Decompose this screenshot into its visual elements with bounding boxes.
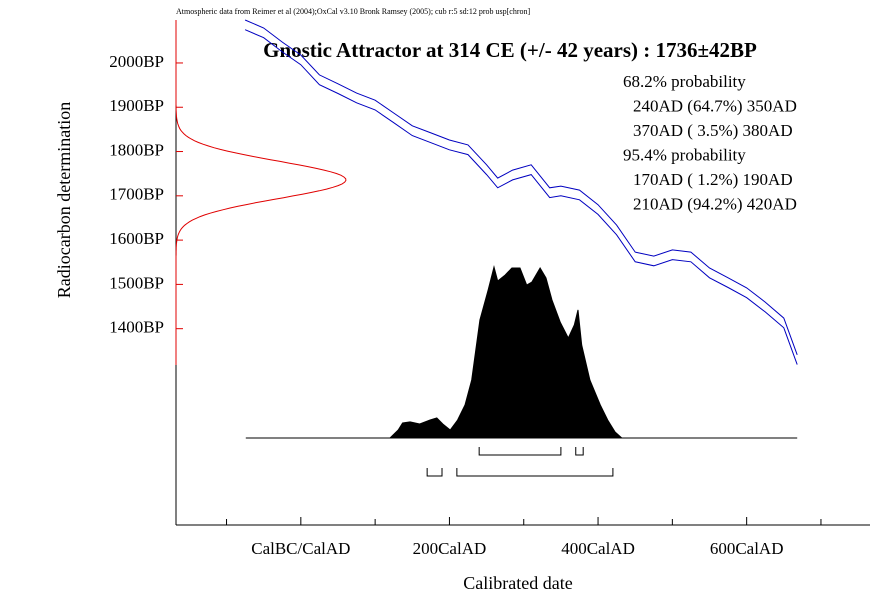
range-bracket <box>575 447 584 456</box>
range-bracket <box>456 468 614 477</box>
calibration-line <box>244 29 798 365</box>
range-item: 170AD ( 1.2%) 190AD <box>633 170 793 189</box>
range-item: 370AD ( 3.5%) 380AD <box>633 121 793 140</box>
range-bracket <box>478 447 562 456</box>
y-tick-label: 1700BP <box>109 185 164 204</box>
x-tick-label: 400CalAD <box>561 539 635 558</box>
y-tick-label: 1800BP <box>109 140 164 159</box>
y-tick-label: 1500BP <box>109 273 164 292</box>
probability-distribution <box>245 265 798 439</box>
y-tick-label: 1600BP <box>109 229 164 248</box>
chart-title: Gnostic Attractor at 314 CE (+/- 42 year… <box>263 38 757 62</box>
range-heading: 68.2% probability <box>623 72 746 91</box>
range-heading: 95.4% probability <box>623 145 746 164</box>
range-bracket <box>426 468 443 477</box>
calibration-line <box>244 19 798 355</box>
x-axis-label: Calibrated date <box>463 573 572 593</box>
measurement-curve <box>175 20 347 365</box>
x-tick-label: 200CalAD <box>413 539 487 558</box>
x-tick-label: CalBC/CalAD <box>251 539 350 558</box>
range-item: 210AD (94.2%) 420AD <box>633 194 797 213</box>
y-tick-label: 1900BP <box>109 96 164 115</box>
y-tick-label: 2000BP <box>109 52 164 71</box>
header-note: Atmospheric data from Reimer et al (2004… <box>176 7 530 16</box>
y-axis-label: Radiocarbon determination <box>54 102 74 298</box>
x-tick-label: 600CalAD <box>710 539 784 558</box>
y-tick-label: 1400BP <box>109 318 164 337</box>
range-item: 240AD (64.7%) 350AD <box>633 96 797 115</box>
